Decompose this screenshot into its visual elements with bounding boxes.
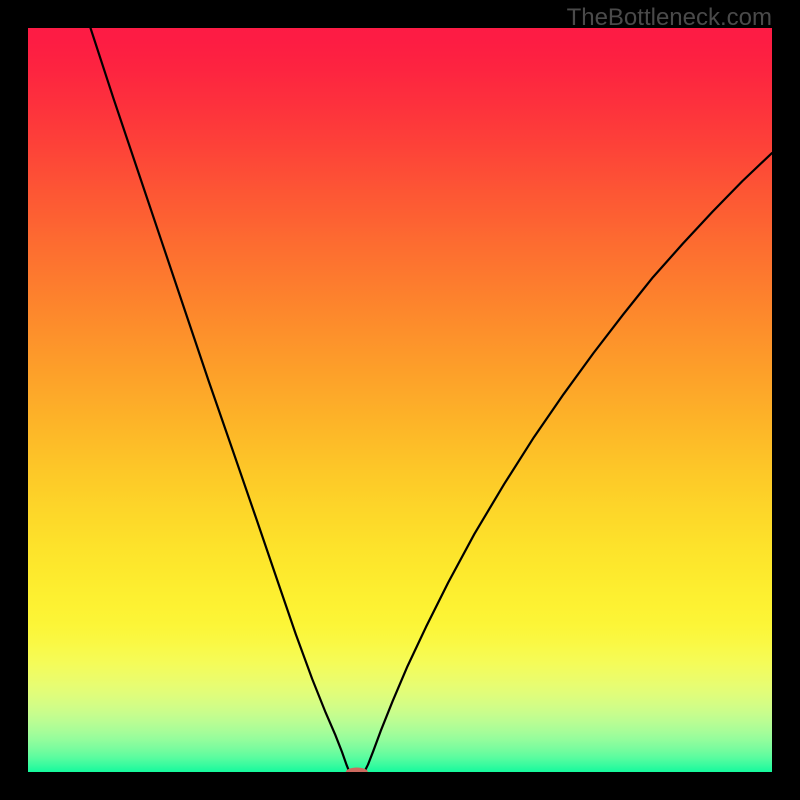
- gradient-background: [28, 28, 772, 772]
- watermark-text: TheBottleneck.com: [567, 4, 772, 32]
- plot-area: [28, 28, 772, 772]
